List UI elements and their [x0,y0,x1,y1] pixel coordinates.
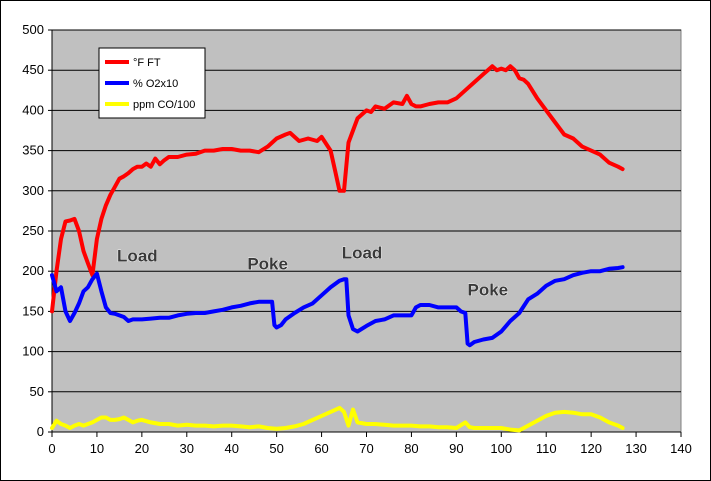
y-tick-label: 450 [22,62,44,77]
x-tick-label: 0 [48,441,55,456]
x-tick-label: 50 [269,441,283,456]
legend-label: % O2x10 [133,78,178,90]
series-lines [50,64,625,433]
x-tick-label: 40 [224,441,238,456]
x-tick-label: 80 [404,441,418,456]
x-tick-label: 90 [449,441,463,456]
y-tick-label: 350 [22,143,44,158]
annotations: Load Poke Load Poke [117,243,509,300]
y-tick-label: 0 [37,424,44,439]
x-tick-label: 30 [180,441,194,456]
y-tick-label: 200 [22,263,44,278]
annotation-label: Poke [247,255,288,274]
x-tick-label: 120 [580,441,602,456]
annotation-label: Load [117,247,158,266]
annotation-label: Poke [467,280,508,299]
series-line-1 [50,64,625,314]
gridlines [52,29,681,393]
y-tick-label: 400 [22,102,44,117]
y-tick-label: 300 [22,183,44,198]
series-line-3 [50,405,625,433]
y-tick-label: 250 [22,223,44,238]
y-tick-label: 50 [30,384,44,399]
x-tick-label: 20 [135,441,149,456]
x-tick-label: 60 [314,441,328,456]
y-tick-label: 100 [22,344,44,359]
legend-label: °F FT [133,57,161,69]
x-tick-label: 110 [536,441,557,456]
legend: °F FT % O2x10 ppm CO/100 [98,47,206,119]
y-tick-label: 150 [22,303,44,318]
series-line-2 [50,265,625,348]
x-tick-label: 130 [625,441,647,456]
x-tick-label: 10 [90,441,104,456]
axes: 0 50 100 150 200 250 300 350 400 450 500 0 10 20 30 40 5… [22,22,692,456]
annotation-label: Load [342,243,383,262]
y-tick-label: 500 [22,22,44,37]
x-tick-label: 70 [359,441,373,456]
x-tick-label: 140 [670,441,692,456]
legend-label: ppm CO/100 [133,99,195,111]
x-tick-label: 100 [490,441,512,456]
